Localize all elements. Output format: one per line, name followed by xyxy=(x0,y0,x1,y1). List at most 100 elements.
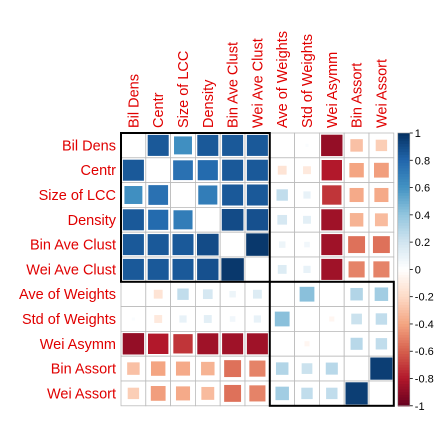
colorbar-segment xyxy=(397,285,410,290)
colorbar-segment xyxy=(397,179,410,183)
correlation-square xyxy=(150,386,166,401)
colorbar-segment xyxy=(397,198,410,202)
colorbar-segment xyxy=(397,392,410,396)
colorbar-segment xyxy=(397,345,410,350)
colorbar-segment xyxy=(397,203,410,208)
correlation-square xyxy=(201,386,215,400)
correlation-square xyxy=(375,139,388,152)
column-label: Bin Ave Clust xyxy=(226,42,242,128)
colorbar-segment xyxy=(397,359,410,363)
grid-cell xyxy=(368,380,395,407)
correlation-square xyxy=(122,234,144,256)
colorbar-segment xyxy=(397,135,410,140)
colorbar-segment xyxy=(397,386,410,391)
correlation-square xyxy=(198,185,218,205)
correlation-square xyxy=(274,311,290,327)
colorbar-segment xyxy=(397,356,410,361)
colorbar-segment xyxy=(397,168,410,172)
correlation-square xyxy=(249,360,266,377)
column-label: Centr xyxy=(151,92,167,128)
correlation-square xyxy=(173,334,193,354)
correlation-square xyxy=(329,316,335,322)
correlation-square xyxy=(174,136,192,155)
colorbar-segment xyxy=(397,329,410,333)
grid-cell xyxy=(318,281,345,307)
correlation-square xyxy=(321,209,343,231)
correlation-square xyxy=(349,187,364,203)
column-label: Ave of Weights xyxy=(275,31,291,128)
grid-cell xyxy=(145,157,172,184)
correlation-square xyxy=(252,289,262,299)
correlation-square xyxy=(173,210,193,230)
correlation-square xyxy=(246,159,268,181)
colorbar-tick-label: 0.4 xyxy=(415,210,430,222)
colorbar-tick-label: 0 xyxy=(415,264,421,276)
colorbar-tick-label: -1 xyxy=(415,401,425,413)
correlation-square xyxy=(303,166,311,175)
correlation-square xyxy=(175,386,191,401)
grid-cell xyxy=(194,206,221,233)
colorbar-segment xyxy=(397,293,410,298)
row-label: Std of Weights xyxy=(22,312,116,328)
grid-cell xyxy=(269,330,295,357)
colorbar-segment xyxy=(397,307,410,311)
colorbar-segment xyxy=(397,321,410,325)
colorbar-segment xyxy=(397,373,410,377)
correlation-square xyxy=(177,288,189,300)
correlation-square xyxy=(349,213,364,227)
correlation-square xyxy=(303,265,311,274)
correlation-square xyxy=(253,315,262,323)
correlation-square xyxy=(350,287,363,301)
correlation-square xyxy=(246,233,269,256)
colorbar-tick-label: 0.6 xyxy=(415,183,430,195)
correlation-square xyxy=(304,241,310,248)
colorbar-segment xyxy=(397,206,410,210)
colorbar-segment xyxy=(397,291,410,295)
colorbar-segment xyxy=(397,337,410,341)
correlation-square xyxy=(373,261,390,278)
colorbar-segment xyxy=(397,138,410,142)
correlation-square xyxy=(148,333,169,354)
correlation-square xyxy=(197,258,219,281)
correlation-square xyxy=(131,317,136,321)
correlation-square xyxy=(326,387,338,400)
colorbar-segment xyxy=(397,266,410,270)
correlation-square xyxy=(322,185,342,205)
row-label: Bin Ave Clust xyxy=(30,238,116,254)
colorbar-segment xyxy=(397,255,410,260)
colorbar-segment xyxy=(397,288,410,292)
colorbar-segment xyxy=(397,176,410,180)
colorbar-segment xyxy=(397,141,410,145)
colorbar-tick-label: 1 xyxy=(415,128,421,140)
colorbar-segment xyxy=(397,378,410,382)
colorbar-segment xyxy=(397,304,410,309)
correlation-square xyxy=(246,209,269,231)
correlation-square xyxy=(197,134,219,156)
colorbar-segment xyxy=(397,334,410,339)
colorbar-segment xyxy=(397,403,410,407)
colorbar-segment xyxy=(397,173,410,178)
colorbar-segment xyxy=(397,296,410,301)
colorbar-segment xyxy=(397,263,410,268)
row-labels: Bil Dens Centr Size of LCC Density Bin Ave C… xyxy=(19,138,117,402)
correlation-square xyxy=(172,258,194,280)
correlation-square xyxy=(224,360,242,378)
correlation-square xyxy=(221,258,244,281)
colorbar-segment xyxy=(397,171,410,175)
grid-cell xyxy=(170,182,196,208)
colorbar-segment xyxy=(397,313,410,317)
correlation-square xyxy=(179,315,187,323)
colorbar-segment xyxy=(397,193,410,197)
colorbar-segment xyxy=(397,244,410,249)
grid-cell xyxy=(219,231,246,258)
correlation-square xyxy=(150,361,166,376)
correlation-square xyxy=(122,258,144,280)
correlation-squares xyxy=(122,134,393,405)
correlation-square xyxy=(321,234,343,256)
colorbar-segment xyxy=(397,239,410,243)
row-label: Wei Ave Clust xyxy=(26,262,116,278)
correlation-square xyxy=(303,215,311,224)
color-legend: 1 0.8 0.6 0.4 0.2 0 -0.2 -0.4 -0.6 -0.8 -1 xyxy=(397,128,434,413)
correlation-square xyxy=(197,333,219,355)
